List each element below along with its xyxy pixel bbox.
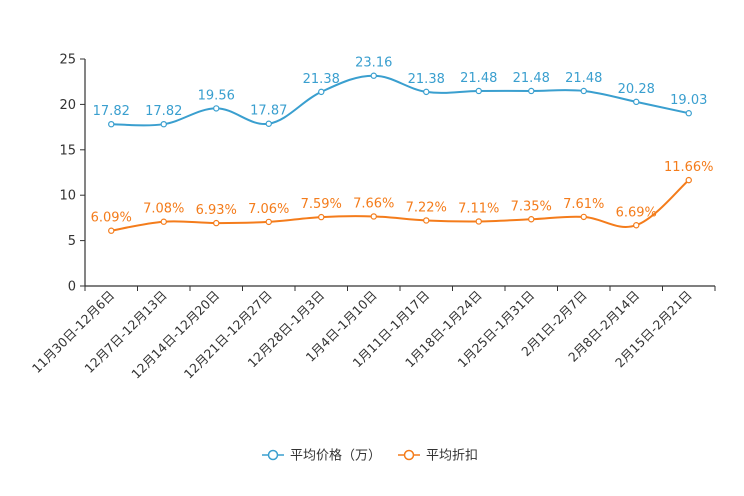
data-point[interactable] [633,222,640,229]
x-tick-label: 12月14日-12月20日 [128,288,222,382]
data-point[interactable] [633,98,640,106]
data-point[interactable] [108,120,115,128]
y-tick-label: 15 [59,143,76,158]
legend-label: 平均价格（万） [290,448,381,464]
data-point[interactable] [475,87,482,95]
data-point[interactable] [685,176,692,184]
data-point[interactable] [370,72,377,79]
legend-item-1[interactable]: 平均价格（万） [262,448,381,464]
data-label: 7.22% [406,200,447,215]
y-tick-label: 20 [59,98,76,113]
data-label: 17.82 [145,104,182,119]
x-tick-label: 12月21日-12月27日 [181,288,275,382]
data-label: 23.16 [355,56,392,71]
data-label: 7.35% [511,199,552,214]
data-label: 7.61% [563,197,604,212]
data-label: 6.69% [616,205,657,220]
data-point[interactable] [423,88,430,96]
data-point[interactable] [423,217,430,224]
y-tick-label: 0 [68,280,76,295]
data-point[interactable] [160,218,167,225]
data-label: 21.38 [408,72,445,87]
series-2: 6.09% 7.08% 6.93% 7.06% 7.59% 7.66% 7.22% 7.11%… [91,160,714,234]
data-point[interactable] [475,218,482,225]
series-line [111,179,690,232]
data-point[interactable] [213,105,220,112]
y-tick-label: 5 [68,234,76,249]
data-point[interactable] [318,88,325,96]
data-point[interactable] [213,219,220,227]
data-label: 7.66% [353,196,394,211]
legend-item-2[interactable]: 平均折扣 [398,449,478,464]
data-point[interactable] [685,110,692,117]
data-label: 19.03 [670,93,707,108]
data-label: 21.38 [303,72,340,87]
data-label: 11.66% [664,160,714,175]
data-point[interactable] [528,216,535,223]
legend-marker-icon [403,449,415,461]
data-point[interactable] [370,213,377,220]
data-point[interactable] [160,120,167,128]
legend-label: 平均折扣 [426,449,478,464]
data-label: 17.82 [93,104,130,119]
data-point[interactable] [580,87,587,95]
y-tick-label: 25 [59,53,76,68]
data-point[interactable] [318,213,325,221]
data-point[interactable] [265,120,272,127]
data-label: 17.87 [250,104,287,119]
data-label: 6.93% [196,203,237,218]
data-label: 21.48 [513,71,550,86]
series-1: 17.82 17.82 19.56 17.87 21.38 23.16 21.38 21.48… [93,56,707,128]
data-label: 7.06% [248,202,289,217]
data-label: 21.48 [460,71,497,86]
data-label: 7.11% [458,201,499,216]
data-point[interactable] [580,213,587,221]
y-tick-label: 10 [59,189,76,204]
data-label: 7.08% [143,202,184,217]
legend-marker-icon [267,449,279,461]
series-line [111,74,689,127]
data-label: 19.56 [198,88,235,103]
data-label: 7.59% [301,197,342,212]
data-label: 6.09% [91,211,132,226]
data-point[interactable] [265,218,272,226]
data-point[interactable] [528,87,535,95]
data-label: 21.48 [565,71,602,86]
data-label: 20.28 [618,82,655,97]
legend[interactable]: 平均价格（万） 平均折扣 [262,448,478,464]
series-layer: 17.82 17.82 19.56 17.87 21.38 23.16 21.38 21.48… [91,56,714,234]
data-point[interactable] [108,227,115,234]
